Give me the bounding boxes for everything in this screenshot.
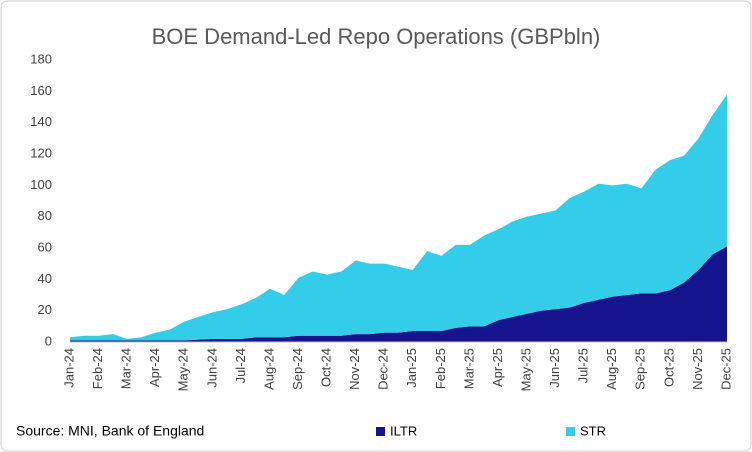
x-tick-label: Nov-25 bbox=[690, 348, 705, 390]
x-tick-label: Jun-25 bbox=[547, 348, 562, 388]
x-tick-label: Apr-24 bbox=[147, 348, 162, 387]
y-tick-label: 0 bbox=[45, 333, 52, 348]
legend-label: STR bbox=[580, 423, 606, 438]
x-tick-label: Nov-24 bbox=[347, 348, 362, 390]
y-tick-label: 40 bbox=[38, 271, 52, 286]
x-tick-label: Sep-24 bbox=[290, 348, 305, 390]
x-tick-label: Mar-25 bbox=[461, 348, 476, 389]
legend-swatch bbox=[376, 427, 385, 436]
x-tick-label: Dec-24 bbox=[376, 348, 391, 390]
y-tick-label: 140 bbox=[30, 114, 52, 129]
x-tick-label: Oct-24 bbox=[319, 348, 334, 387]
x-tick-label: Aug-25 bbox=[604, 348, 619, 390]
x-tick-label: Aug-24 bbox=[261, 348, 276, 390]
x-tick-label: Jan-24 bbox=[61, 348, 76, 388]
legend-label: ILTR bbox=[390, 423, 417, 438]
x-tick-label: Dec-25 bbox=[718, 348, 733, 390]
x-tick-label: Jul-25 bbox=[576, 348, 591, 383]
x-tick-label: Jun-24 bbox=[204, 348, 219, 388]
x-tick-label: Jan-25 bbox=[404, 348, 419, 388]
x-tick-label: Feb-24 bbox=[90, 348, 105, 389]
source: Source: MNI, Bank of England bbox=[16, 423, 204, 439]
y-tick-label: 20 bbox=[38, 302, 52, 317]
x-tick-label: May-25 bbox=[518, 348, 533, 391]
x-tick-label: Feb-25 bbox=[433, 348, 448, 389]
y-tick-label: 60 bbox=[38, 239, 52, 254]
y-tick-label: 160 bbox=[30, 83, 52, 98]
y-tick-label: 180 bbox=[30, 51, 52, 66]
y-tick-label: 100 bbox=[30, 177, 52, 192]
legend-swatch bbox=[566, 427, 575, 436]
x-tick-label: Sep-25 bbox=[633, 348, 648, 390]
x-tick-label: Oct-25 bbox=[661, 348, 676, 387]
y-tick-label: 120 bbox=[30, 145, 52, 160]
y-tick-label: 80 bbox=[38, 208, 52, 223]
x-tick-label: Apr-25 bbox=[490, 348, 505, 387]
x-tick-label: Jul-24 bbox=[233, 348, 248, 383]
x-tick-label: Mar-24 bbox=[119, 348, 134, 389]
area bbox=[70, 246, 727, 342]
chart-title: BOE Demand-Led Repo Operations (GBPbln) bbox=[152, 24, 601, 49]
area bbox=[70, 94, 727, 341]
x-tick-label: May-24 bbox=[176, 348, 191, 391]
